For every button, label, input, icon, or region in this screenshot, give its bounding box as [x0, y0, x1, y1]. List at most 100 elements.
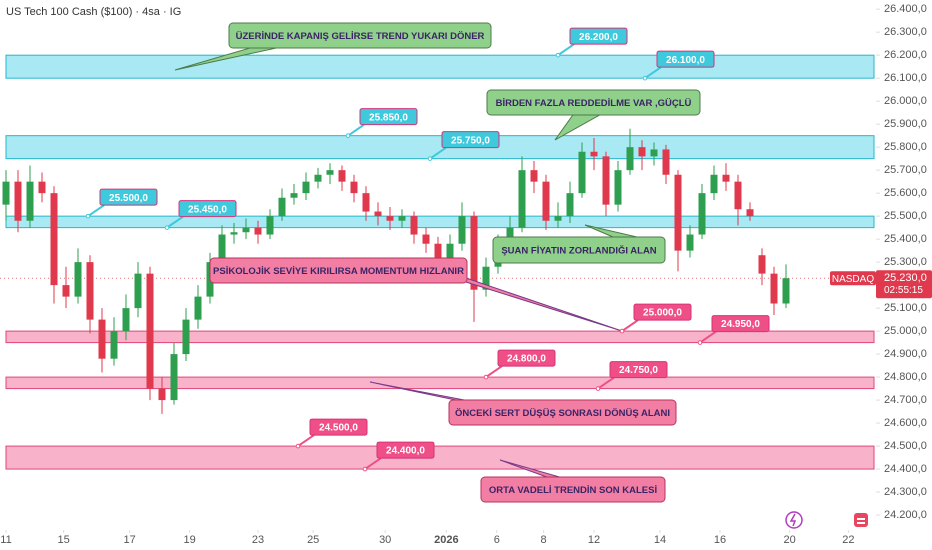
countdown-label: 02:55:15 [884, 285, 923, 296]
candle-body [386, 216, 394, 221]
candle-body [638, 147, 646, 157]
x-tick-label: 11 [0, 534, 11, 546]
price-tag-pointer [699, 330, 717, 344]
price-tag-pointer [297, 434, 315, 447]
candle-body [770, 273, 778, 304]
candle-body [230, 232, 238, 235]
x-tick-label: 2026 [434, 534, 458, 546]
price-tag-box [376, 441, 435, 459]
candle-body [626, 147, 634, 171]
zone [5, 376, 875, 390]
zone [5, 135, 875, 160]
candle-body [434, 243, 442, 258]
candle-body [530, 170, 538, 182]
candle-body [218, 234, 226, 263]
candle-body [194, 296, 202, 320]
candle-body [578, 151, 586, 194]
y-tick-label: 24.300,0 [884, 486, 927, 498]
price-tag-box [359, 108, 418, 126]
candle-body [278, 197, 286, 217]
price-tag-anchor [295, 443, 301, 449]
last-price-box [876, 270, 932, 299]
x-tick-label: 17 [123, 534, 135, 546]
candle-body [482, 266, 490, 290]
candle-body [674, 174, 682, 251]
candle-body [590, 151, 598, 157]
x-tick-label: 30 [379, 534, 391, 546]
candle-body [110, 331, 118, 359]
price-tag-label: 24.950,0 [721, 319, 760, 330]
candle-body [338, 170, 346, 182]
candle-body [266, 216, 274, 235]
y-tick-label: 26.400,0 [884, 3, 927, 15]
price-tag-label: 25.450,0 [188, 204, 227, 215]
price-tag-box [569, 27, 628, 45]
price-tag-pointer [557, 43, 575, 57]
price-tag-pointer [485, 365, 503, 378]
x-tick-label: 22 [842, 534, 854, 546]
price-tag-anchor [555, 52, 561, 58]
candle-body [734, 181, 742, 210]
y-tick-label: 25.000,0 [884, 325, 927, 337]
candle-body [554, 216, 562, 221]
chart-title: US Tech 100 Cash ($100) · 4sa · IG [6, 6, 181, 18]
price-tag-label: 25.850,0 [369, 112, 408, 123]
candle-body [686, 234, 694, 251]
y-tick-label: 24.900,0 [884, 348, 927, 360]
price-tag-label: 25.000,0 [643, 308, 682, 319]
candle-body [746, 209, 754, 217]
price-tag-label: 25.500,0 [109, 193, 148, 204]
candle-body [50, 193, 58, 286]
y-tick-label: 24.400,0 [884, 463, 927, 475]
callout-box [480, 476, 666, 503]
callout-box [486, 89, 701, 116]
candle-body [170, 354, 178, 401]
y-tick-label: 25.700,0 [884, 164, 927, 176]
candle-body [398, 216, 406, 221]
price-tag-anchor [642, 75, 648, 81]
y-tick-label: 26.100,0 [884, 72, 927, 84]
price-tag-anchor [345, 133, 351, 138]
x-tick-label: 8 [541, 534, 547, 546]
candle-body [374, 211, 382, 217]
y-tick-label: 25.300,0 [884, 256, 927, 268]
candle-body [158, 388, 166, 401]
y-tick-label: 24.500,0 [884, 440, 927, 452]
price-tag-pointer [166, 215, 184, 229]
x-tick-label: 14 [654, 534, 666, 546]
x-tick-label: 23 [252, 534, 264, 546]
zone [5, 215, 875, 229]
price-tag-label: 24.500,0 [319, 423, 358, 434]
candle-body [98, 319, 106, 359]
price-tag-box [497, 349, 556, 367]
candle-body [350, 181, 358, 194]
price-tag-pointer [87, 204, 105, 217]
candle-body [62, 285, 70, 297]
price-tag-anchor [619, 328, 625, 334]
candle-body [470, 216, 478, 290]
candle-body [506, 227, 514, 244]
price-tag-anchor [164, 225, 170, 230]
price-tag-box [441, 131, 500, 149]
candle-body [758, 255, 766, 274]
y-tick-label: 25.400,0 [884, 233, 927, 245]
price-tag-pointer [644, 66, 662, 80]
price-tag-label: 24.400,0 [386, 446, 425, 457]
x-tick-label: 16 [714, 534, 726, 546]
zone [5, 54, 875, 79]
price-tag-label: 26.100,0 [666, 55, 705, 66]
candle-body [542, 181, 550, 221]
price-tag-anchor [483, 374, 489, 380]
callout-text: ŞUAN FİYATIN ZORLANDIĞI ALAN [501, 245, 656, 257]
y-tick-label: 25.100,0 [884, 302, 927, 314]
y-tick-label: 24.800,0 [884, 371, 927, 383]
candle-body [410, 216, 418, 235]
price-tag-box [656, 50, 715, 68]
x-tick-label: 6 [494, 534, 500, 546]
y-tick-label: 26.000,0 [884, 95, 927, 107]
candle-body [14, 181, 22, 221]
price-tag-anchor [85, 213, 91, 219]
candle-body [662, 149, 670, 175]
x-tick-label: 12 [588, 534, 600, 546]
